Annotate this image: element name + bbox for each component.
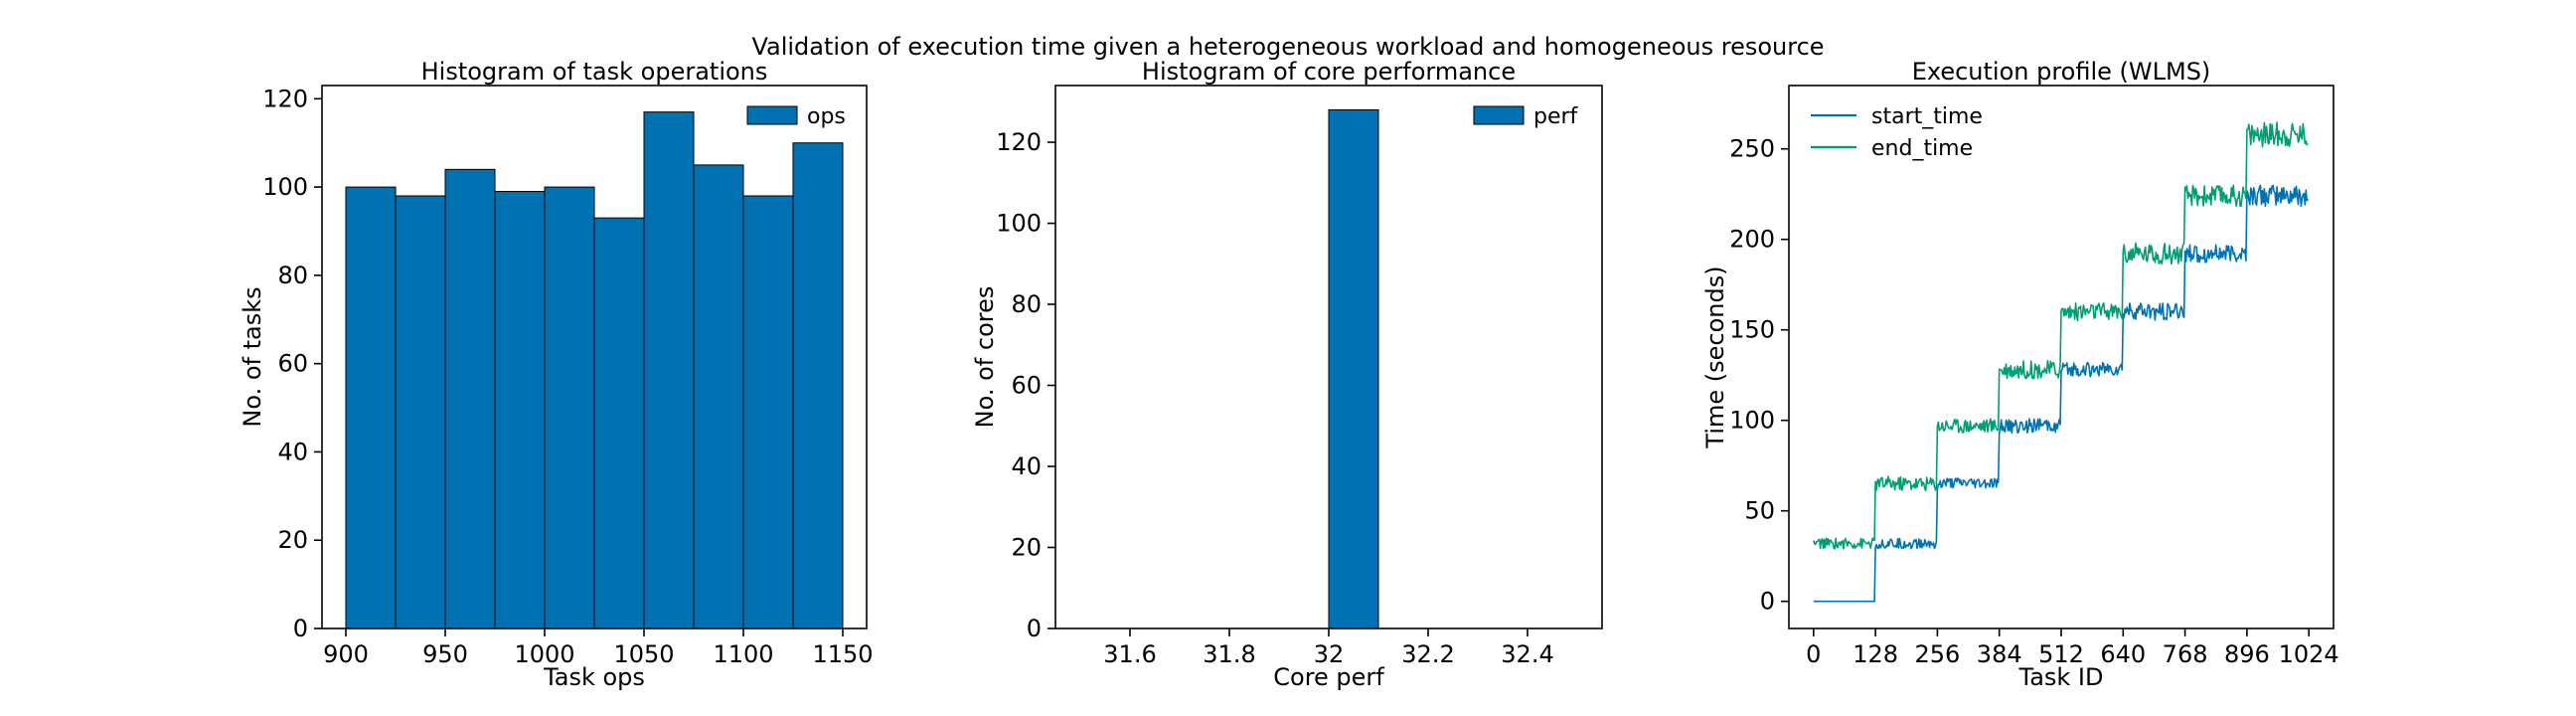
perf-xtick-label: 32 (1314, 640, 1345, 668)
perf-ytick-label: 0 (1027, 615, 1042, 642)
ops-axes-frame (321, 85, 868, 629)
ops-ytick-label: 100 (262, 173, 308, 201)
ops-bar (395, 195, 446, 629)
perf-legend-swatch (1473, 105, 1525, 125)
profile-line-end-time (1813, 121, 2309, 550)
profile-lines (1813, 121, 2309, 603)
profile-axes-frame (1788, 85, 2334, 629)
perf-ticks: 31.6 31.8 32 32.2 32.4 0 20 40 60 80 100 120 (996, 128, 1554, 668)
chart-profile-title: Execution profile (WLMS) (1912, 58, 2211, 86)
profile-xtick-label: 128 (1852, 640, 1898, 668)
profile-ytick-label: 100 (1729, 407, 1775, 435)
ops-xtick-label: 1050 (613, 640, 674, 668)
profile-xtick-label: 384 (1977, 640, 2022, 668)
profile-ytick-label: 150 (1729, 316, 1775, 344)
perf-ytick-label: 60 (1011, 372, 1042, 400)
perf-xtick-label: 31.6 (1103, 640, 1156, 668)
profile-xtick-label: 1024 (2279, 640, 2339, 668)
profile-legend: start_time end_time (1811, 104, 1983, 161)
ops-xtick-label: 1000 (514, 640, 574, 668)
profile-xtick-label: 768 (2163, 640, 2208, 668)
perf-bar (1328, 108, 1379, 629)
ops-bar (444, 168, 496, 629)
profile-xtick-label: 640 (2100, 640, 2146, 668)
ops-xtick-label: 1100 (713, 640, 773, 668)
ops-bar (643, 111, 695, 629)
ops-ytick-label: 120 (262, 85, 308, 112)
chart-ops-histogram: Histogram of task operations 900 950 1000 1… (239, 58, 874, 691)
ops-ylabel: No. of tasks (239, 286, 266, 427)
ops-bar (593, 217, 645, 629)
perf-xtick-label: 31.8 (1203, 640, 1255, 668)
perf-axes-frame (1054, 85, 1603, 629)
profile-ticks: 0 128 256 384 512 640 768 896 1024 0 50 100 150 200 25… (1729, 135, 2339, 668)
perf-ylabel: No. of cores (971, 286, 999, 429)
perf-legend: perf (1473, 104, 1579, 129)
ops-xlabel: Task ops (543, 663, 645, 691)
profile-xlabel: Task ID (2018, 663, 2104, 691)
ops-ytick-label: 60 (277, 350, 308, 378)
perf-ytick-label: 100 (996, 210, 1042, 238)
ops-legend-swatch (746, 105, 798, 125)
perf-xtick-label: 32.4 (1501, 640, 1553, 668)
ops-bar (544, 186, 595, 629)
profile-xtick-label: 896 (2224, 640, 2270, 668)
ops-ytick-label: 40 (277, 438, 308, 465)
ops-bar (792, 142, 844, 629)
chart-ops-title: Histogram of task operations (421, 58, 768, 86)
profile-legend-start-label: start_time (1871, 104, 1983, 129)
figure-suptitle: Validation of execution time given a het… (751, 33, 1824, 61)
ops-xtick-label: 950 (422, 640, 468, 668)
ops-ytick-label: 80 (277, 262, 308, 289)
profile-xtick-label: 512 (2038, 640, 2084, 668)
profile-xtick-label: 256 (1915, 640, 1961, 668)
perf-bars (1328, 108, 1379, 629)
profile-line-start-time (1813, 184, 2309, 603)
ops-bar (345, 186, 397, 629)
perf-ytick-label: 20 (1011, 534, 1042, 562)
ops-ytick-label: 0 (293, 615, 308, 642)
ops-ytick-label: 20 (277, 526, 308, 554)
perf-xlabel: Core perf (1273, 663, 1384, 691)
ops-ticks: 900 950 1000 1050 1100 1150 0 20 40 60 80 100 120 (262, 85, 873, 668)
profile-ytick-label: 250 (1729, 135, 1775, 163)
ops-legend-label: ops (807, 104, 846, 129)
chart-execution-profile: Execution profile (WLMS) 0 128 256 384 512 64… (1701, 58, 2339, 691)
ops-xtick-label: 1150 (812, 640, 873, 668)
profile-ytick-label: 50 (1744, 497, 1775, 525)
profile-ytick-label: 200 (1729, 226, 1775, 254)
ops-bars (345, 111, 844, 629)
perf-legend-label: perf (1533, 104, 1579, 129)
ops-bar (742, 195, 794, 629)
perf-ytick-label: 40 (1011, 452, 1042, 480)
perf-xtick-label: 32.2 (1401, 640, 1454, 668)
ops-bar (494, 191, 546, 629)
chart-perf-histogram: Histogram of core performance 31.6 31.8 32… (971, 58, 1603, 691)
chart-perf-title: Histogram of core performance (1142, 58, 1516, 86)
profile-ytick-label: 0 (1760, 588, 1775, 616)
profile-ylabel: Time (seconds) (1701, 266, 1729, 448)
profile-legend-end-label: end_time (1871, 136, 1973, 161)
perf-ytick-label: 80 (1011, 290, 1042, 318)
ops-legend: ops (746, 104, 846, 129)
perf-ytick-label: 120 (996, 128, 1042, 156)
profile-xtick-label: 0 (1806, 640, 1821, 668)
ops-xtick-label: 900 (323, 640, 369, 668)
ops-bar (693, 164, 744, 629)
